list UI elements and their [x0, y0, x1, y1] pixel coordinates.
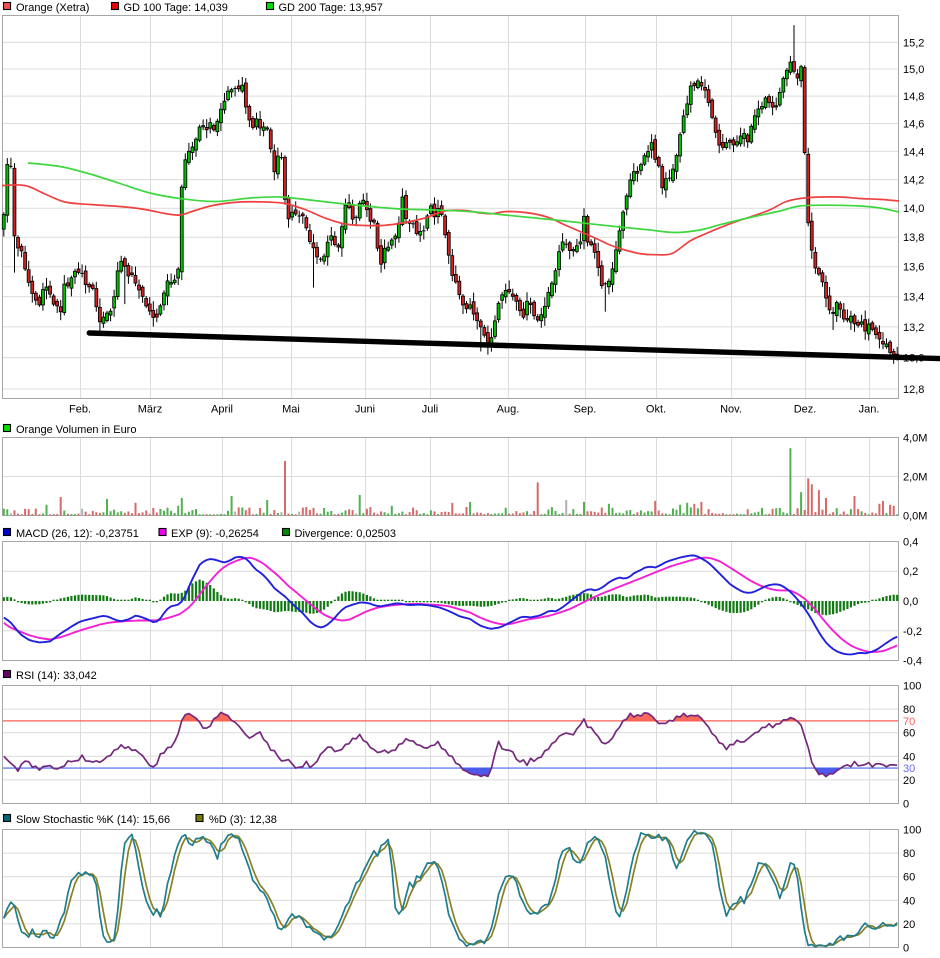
svg-text:14,6: 14,6	[903, 119, 924, 131]
svg-text:April: April	[211, 404, 233, 416]
svg-text:14,2: 14,2	[903, 175, 924, 187]
svg-text:-0,2: -0,2	[903, 626, 922, 638]
svg-text:70: 70	[903, 716, 915, 728]
svg-text:14,0: 14,0	[903, 203, 924, 215]
svg-text:13,8: 13,8	[903, 232, 924, 244]
svg-text:80: 80	[903, 848, 915, 860]
svg-text:Mai: Mai	[282, 404, 300, 416]
svg-text:Okt.: Okt.	[646, 404, 666, 416]
svg-text:EXP (9): -0,26254: EXP (9): -0,26254	[171, 528, 259, 540]
svg-text:Aug.: Aug.	[497, 404, 520, 416]
svg-text:Divergence: 0,02503: Divergence: 0,02503	[295, 528, 397, 540]
svg-text:0,0: 0,0	[903, 596, 918, 608]
svg-text:0: 0	[903, 943, 909, 955]
svg-text:20: 20	[903, 919, 915, 931]
svg-text:Juni: Juni	[355, 404, 375, 416]
svg-text:März: März	[138, 404, 162, 416]
svg-text:%D (3): 12,38: %D (3): 12,38	[209, 814, 277, 826]
svg-text:80: 80	[903, 704, 915, 716]
svg-text:Orange Volumen in Euro: Orange Volumen in Euro	[16, 424, 136, 436]
svg-text:Jan.: Jan.	[859, 404, 880, 416]
svg-text:Feb.: Feb.	[69, 404, 91, 416]
svg-text:Nov.: Nov.	[720, 404, 742, 416]
svg-text:RSI (14): 33,042: RSI (14): 33,042	[16, 670, 97, 682]
svg-text:100: 100	[903, 681, 921, 693]
svg-text:12,8: 12,8	[903, 384, 924, 396]
svg-text:Orange (Xetra): Orange (Xetra)	[16, 2, 89, 14]
svg-text:13,4: 13,4	[903, 292, 924, 304]
svg-text:14,4: 14,4	[903, 146, 924, 158]
svg-text:14,8: 14,8	[903, 91, 924, 103]
svg-text:60: 60	[903, 728, 915, 740]
svg-text:2,0M: 2,0M	[903, 472, 927, 484]
svg-text:20: 20	[903, 775, 915, 787]
svg-text:0,0M: 0,0M	[903, 511, 927, 523]
svg-text:0,4: 0,4	[903, 537, 918, 549]
svg-text:100: 100	[903, 825, 921, 837]
svg-text:40: 40	[903, 751, 915, 763]
svg-text:60: 60	[903, 872, 915, 884]
svg-text:0,2: 0,2	[903, 566, 918, 578]
svg-text:0: 0	[903, 799, 909, 811]
svg-text:GD 200 Tage: 13,957: GD 200 Tage: 13,957	[279, 2, 383, 14]
svg-text:13,2: 13,2	[903, 322, 924, 334]
svg-text:Juli: Juli	[422, 404, 439, 416]
svg-text:MACD (26, 12): -0,23751: MACD (26, 12): -0,23751	[16, 528, 139, 540]
svg-text:Sep.: Sep.	[574, 404, 597, 416]
svg-text:13,6: 13,6	[903, 262, 924, 274]
svg-text:4,0M: 4,0M	[903, 433, 927, 445]
svg-text:40: 40	[903, 895, 915, 907]
svg-text:15,0: 15,0	[903, 64, 924, 76]
svg-text:30: 30	[903, 763, 915, 775]
svg-text:Slow Stochastic %K (14): 15,66: Slow Stochastic %K (14): 15,66	[16, 814, 170, 826]
svg-text:GD 100 Tage: 14,039: GD 100 Tage: 14,039	[124, 2, 228, 14]
svg-text:-0,4: -0,4	[903, 656, 922, 668]
svg-text:15,2: 15,2	[903, 37, 924, 49]
svg-text:Dez.: Dez.	[794, 404, 817, 416]
